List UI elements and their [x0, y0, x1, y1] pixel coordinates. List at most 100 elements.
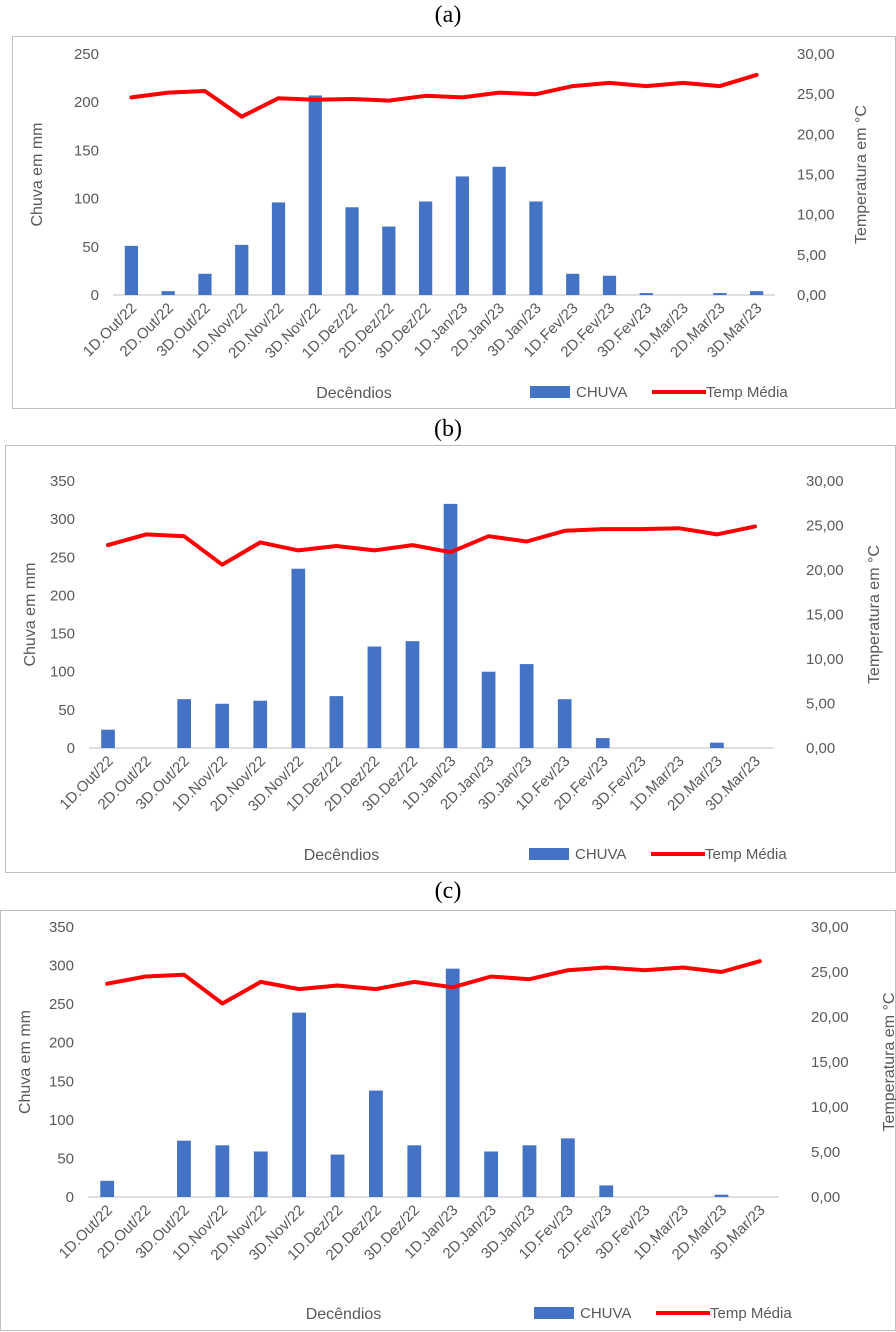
- bar: [484, 1151, 498, 1197]
- bar: [101, 729, 115, 748]
- y-tick-label: 300: [49, 958, 74, 975]
- panel-label-a: (a): [434, 2, 462, 28]
- y2-tick-label: 0,00: [797, 287, 826, 304]
- y-tick-label: 50: [57, 1150, 74, 1167]
- bar: [443, 503, 458, 748]
- y-tick-label: 200: [74, 94, 99, 111]
- bar: [522, 1145, 537, 1197]
- bar: [714, 1194, 729, 1197]
- chart-a-svg: 0 50 100 150 200 250 0,00 5,00 10,00 15,00 20,00 25…: [29, 46, 870, 402]
- bar: [481, 671, 496, 748]
- y-tick-label: 350: [50, 473, 75, 490]
- y-axis-title: Chuva em mm: [17, 1010, 34, 1114]
- y2-tick-label: 20,00: [797, 126, 835, 143]
- bar: [382, 226, 396, 295]
- bar: [235, 244, 249, 295]
- y2-tick-label: 5,00: [797, 247, 826, 264]
- y-tick-label: 50: [58, 702, 75, 719]
- y-tick-label: 150: [74, 142, 99, 159]
- bar: [418, 201, 433, 295]
- bar: [367, 646, 382, 748]
- y-tick-label: 100: [50, 664, 75, 681]
- bar: [292, 1012, 307, 1197]
- bar: [100, 1180, 115, 1197]
- legend-swatch-bar: [534, 1307, 574, 1319]
- y2-axis-title: Temperatura em °C: [853, 105, 870, 244]
- bar: [161, 291, 175, 295]
- legend-swatch-bar: [529, 848, 569, 860]
- y-tick-label: 50: [82, 239, 99, 256]
- y-tick-label: 200: [50, 587, 75, 604]
- chart-panel-a: 0 50 100 150 200 250 0,00 5,00 10,00 15,00 20,00 25…: [12, 36, 896, 409]
- y2-tick-label: 10,00: [811, 1099, 849, 1116]
- y-tick-label: 300: [50, 511, 75, 528]
- bar: [177, 699, 191, 748]
- bar: [124, 245, 139, 295]
- legend-label-line: Temp Média: [706, 384, 788, 401]
- y2-tick-label: 5,00: [806, 696, 835, 713]
- panel-label-b: (b): [434, 416, 462, 442]
- y-tick-label: 200: [49, 1035, 74, 1052]
- y2-tick-label: 0,00: [811, 1189, 840, 1206]
- bar: [253, 700, 268, 748]
- bar: [602, 275, 617, 295]
- panel-label-c: (c): [434, 878, 462, 904]
- y2-tick-label: 20,00: [806, 562, 844, 579]
- y-tick-label: 250: [50, 549, 75, 566]
- y2-axis-title: Temperatura em °C: [881, 993, 896, 1132]
- x-axis-title: Decêndios: [316, 385, 392, 402]
- bar: [329, 696, 344, 748]
- y-axis-title: Chuva em mm: [29, 122, 46, 226]
- bar: [291, 568, 306, 748]
- chart-b-svg: 0 50 100 150 200 250 300 350 0,00 5,00 10,00 15,00 2…: [22, 473, 883, 864]
- bar: [529, 201, 543, 295]
- chart-panel-b: 0 50 100 150 200 250 300 350 0,00 5,00 10,00 15,00 2…: [5, 445, 896, 873]
- y2-tick-label: 25,00: [811, 964, 849, 981]
- bar: [405, 641, 420, 748]
- bar: [198, 273, 212, 295]
- y-tick-label: 0: [67, 740, 75, 757]
- temperature-line: [105, 959, 762, 1006]
- y-tick-label: 250: [49, 996, 74, 1013]
- bar: [492, 166, 506, 295]
- bar: [445, 968, 460, 1197]
- y2-axis-title: Temperatura em °C: [866, 545, 883, 684]
- y-tick-label: 0: [66, 1189, 74, 1206]
- y-tick-label: 150: [50, 626, 75, 643]
- y-tick-label: 150: [49, 1073, 74, 1090]
- bar: [177, 1140, 191, 1197]
- y2-tick-label: 25,00: [806, 518, 844, 535]
- bar: [308, 95, 322, 295]
- bar: [345, 207, 359, 295]
- y2-tick-label: 15,00: [797, 167, 835, 184]
- bar: [455, 176, 470, 295]
- y-axis-title: Chuva em mm: [22, 562, 39, 666]
- bar: [369, 1090, 383, 1197]
- bar: [639, 293, 653, 295]
- y2-tick-label: 15,00: [806, 607, 844, 624]
- y2-tick-label: 30,00: [806, 473, 844, 490]
- y-tick-label: 100: [49, 1112, 74, 1129]
- y-tick-label: 250: [74, 46, 99, 63]
- bar: [215, 1145, 230, 1197]
- y2-tick-label: 15,00: [811, 1054, 849, 1071]
- legend-label-bar: CHUVA: [576, 384, 627, 401]
- y-tick-label: 350: [49, 919, 74, 936]
- temperature-line: [106, 524, 757, 567]
- legend-label-line: Temp Média: [710, 1305, 792, 1322]
- bar: [560, 1138, 575, 1197]
- x-axis-title: Decêndios: [306, 1306, 382, 1323]
- bar: [566, 273, 580, 295]
- bar: [599, 1185, 614, 1197]
- bar: [749, 291, 764, 295]
- y2-tick-label: 30,00: [797, 46, 835, 63]
- bar: [595, 738, 610, 748]
- y2-tick-label: 30,00: [811, 919, 849, 936]
- y2-tick-label: 20,00: [811, 1009, 849, 1026]
- legend-swatch-bar: [530, 386, 570, 398]
- y2-tick-label: 5,00: [811, 1144, 840, 1161]
- bar: [519, 664, 534, 748]
- legend-label-line: Temp Média: [705, 846, 787, 863]
- bar: [215, 703, 230, 748]
- x-axis-title: Decêndios: [304, 847, 380, 864]
